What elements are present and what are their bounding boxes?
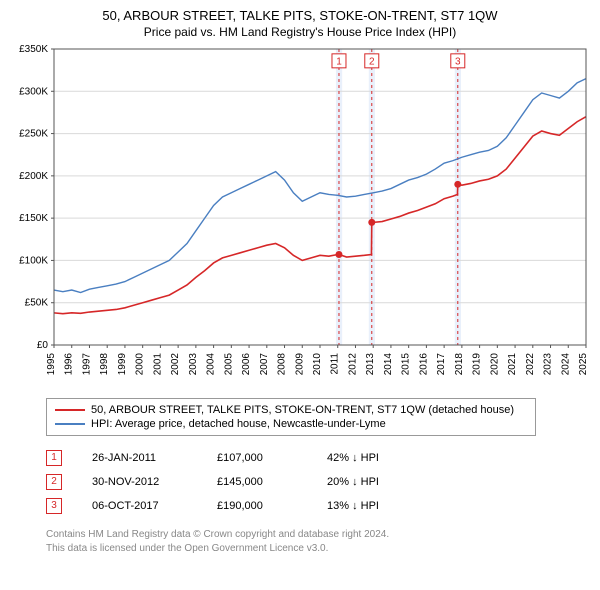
svg-text:£300K: £300K	[19, 86, 48, 97]
event-price: £190,000	[217, 500, 297, 512]
legend-label: 50, ARBOUR STREET, TALKE PITS, STOKE-ON-…	[91, 404, 514, 416]
event-hpi-diff: 42% ↓ HPI	[327, 452, 417, 464]
svg-text:1997: 1997	[81, 353, 92, 376]
svg-text:2023: 2023	[543, 353, 554, 376]
legend: 50, ARBOUR STREET, TALKE PITS, STOKE-ON-…	[46, 398, 536, 436]
svg-text:2012: 2012	[347, 353, 358, 376]
svg-text:2003: 2003	[188, 353, 199, 376]
event-row: 3 06-OCT-2017 £190,000 13% ↓ HPI	[46, 494, 590, 518]
event-marker-icon: 1	[46, 450, 62, 466]
event-price: £107,000	[217, 452, 297, 464]
svg-text:2004: 2004	[206, 353, 217, 376]
event-row: 1 26-JAN-2011 £107,000 42% ↓ HPI	[46, 446, 590, 470]
event-date: 30-NOV-2012	[92, 476, 187, 488]
svg-text:£100K: £100K	[19, 255, 48, 266]
event-hpi-diff: 13% ↓ HPI	[327, 500, 417, 512]
footer-attribution: Contains HM Land Registry data © Crown c…	[46, 528, 590, 555]
legend-item: 50, ARBOUR STREET, TALKE PITS, STOKE-ON-…	[55, 403, 527, 417]
svg-text:2000: 2000	[135, 353, 146, 376]
svg-text:2019: 2019	[472, 353, 483, 376]
svg-text:2006: 2006	[241, 353, 252, 376]
svg-text:2009: 2009	[294, 353, 305, 376]
svg-text:2011: 2011	[330, 353, 341, 375]
svg-text:1999: 1999	[117, 353, 128, 376]
price-chart: 1 2 3 £0 £50K £100K £150K £200K £250K £300K £350K 1…	[10, 45, 590, 390]
svg-text:2016: 2016	[418, 353, 429, 376]
svg-text:2002: 2002	[170, 353, 181, 376]
svg-text:1998: 1998	[99, 353, 110, 376]
chart-title: 50, ARBOUR STREET, TALKE PITS, STOKE-ON-…	[10, 8, 590, 23]
svg-text:2025: 2025	[578, 353, 589, 376]
legend-label: HPI: Average price, detached house, Newc…	[91, 418, 386, 430]
svg-text:2020: 2020	[489, 353, 500, 376]
svg-text:2: 2	[369, 56, 375, 67]
footer-line-1: Contains HM Land Registry data © Crown c…	[46, 528, 590, 542]
event-marker-icon: 3	[46, 498, 62, 514]
svg-text:£150K: £150K	[19, 213, 48, 224]
event-date: 06-OCT-2017	[92, 500, 187, 512]
svg-text:2022: 2022	[525, 353, 536, 376]
legend-swatch	[55, 409, 85, 411]
event-hpi-diff: 20% ↓ HPI	[327, 476, 417, 488]
svg-text:1996: 1996	[64, 353, 75, 376]
chart-subtitle: Price paid vs. HM Land Registry's House …	[10, 25, 590, 39]
legend-item: HPI: Average price, detached house, Newc…	[55, 417, 527, 431]
footer-line-2: This data is licensed under the Open Gov…	[46, 542, 590, 556]
svg-text:2007: 2007	[259, 353, 270, 376]
svg-text:2008: 2008	[277, 353, 288, 376]
svg-text:2017: 2017	[436, 353, 447, 376]
svg-text:2001: 2001	[152, 353, 163, 376]
svg-text:2014: 2014	[383, 353, 394, 376]
svg-text:1: 1	[336, 56, 342, 67]
event-date: 26-JAN-2011	[92, 452, 187, 464]
svg-text:£250K: £250K	[19, 129, 48, 140]
event-row: 2 30-NOV-2012 £145,000 20% ↓ HPI	[46, 470, 590, 494]
svg-text:2021: 2021	[507, 353, 518, 376]
event-marker-icon: 2	[46, 474, 62, 490]
legend-swatch	[55, 423, 85, 425]
svg-text:3: 3	[455, 56, 461, 67]
svg-text:£350K: £350K	[19, 45, 48, 55]
svg-text:£50K: £50K	[25, 298, 49, 309]
svg-text:2013: 2013	[365, 353, 376, 376]
svg-text:2005: 2005	[223, 353, 234, 376]
svg-text:2018: 2018	[454, 353, 465, 376]
svg-text:£200K: £200K	[19, 171, 48, 182]
svg-text:2024: 2024	[560, 353, 571, 376]
svg-text:2010: 2010	[312, 353, 323, 376]
svg-text:1995: 1995	[46, 353, 57, 376]
svg-text:£0: £0	[37, 340, 49, 351]
sale-events-table: 1 26-JAN-2011 £107,000 42% ↓ HPI 2 30-NOV-201…	[46, 446, 590, 518]
svg-text:2015: 2015	[401, 353, 412, 376]
event-price: £145,000	[217, 476, 297, 488]
